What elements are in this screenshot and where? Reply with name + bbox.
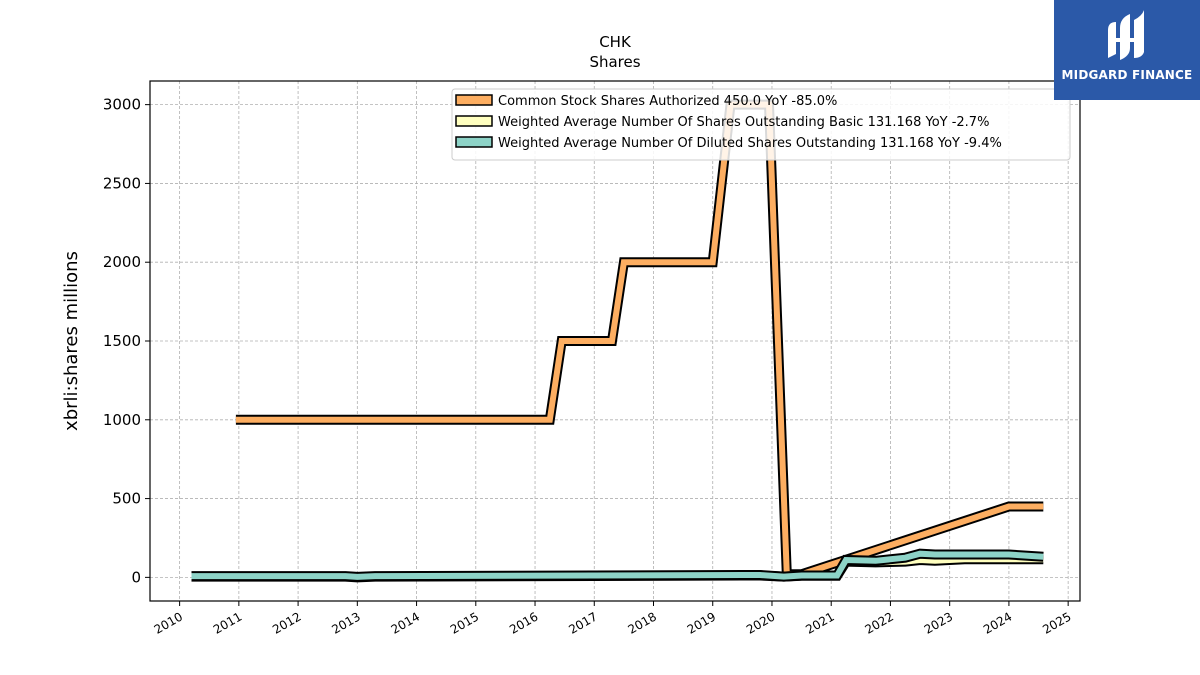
x-tick-label: 2023 (922, 609, 955, 636)
legend-label: Weighted Average Number Of Diluted Share… (498, 136, 1002, 151)
y-tick-label: 0 (131, 568, 141, 586)
logo-text: MIDGARD FINANCE (1061, 68, 1193, 82)
series-layer (191, 99, 1044, 583)
chart-title: CHK (599, 33, 632, 51)
y-tick-label: 500 (112, 490, 141, 508)
chart-subtitle: Shares (589, 53, 640, 71)
x-axis: 2010 2011 2012 2013 2014 2015 2016 2017 2018 2019… (152, 601, 1074, 637)
series-2-line (191, 550, 1044, 580)
y-axis: 0 500 1000 1500 2000 2500 3000 (103, 96, 150, 586)
x-tick-label: 2016 (507, 609, 540, 636)
x-tick-label: 2024 (981, 609, 1014, 636)
series-0-line (235, 101, 1044, 578)
legend: Common Stock Shares Authorized 450.0 YoY… (451, 88, 1071, 161)
y-tick-label: 2500 (103, 174, 141, 192)
x-tick-label: 2013 (329, 609, 362, 636)
x-tick-label: 2020 (744, 609, 777, 636)
legend-swatch (455, 94, 493, 106)
x-tick-label: 2012 (270, 609, 303, 636)
midgard-finance-logo: MIDGARD FINANCE (1054, 0, 1200, 100)
y-tick-label: 1000 (103, 411, 141, 429)
y-axis-label: xbrli:shares millions (61, 251, 82, 431)
legend-label: Common Stock Shares Authorized 450.0 YoY… (498, 94, 837, 109)
legend-label: Weighted Average Number Of Shares Outsta… (498, 115, 989, 130)
x-tick-label: 2017 (566, 609, 599, 636)
legend-swatch (455, 115, 493, 127)
x-tick-label: 2015 (448, 609, 481, 636)
midgard-logo-icon (1108, 10, 1144, 60)
y-tick-label: 1500 (103, 332, 141, 350)
x-tick-label: 2018 (626, 609, 659, 636)
y-tick-label: 3000 (103, 96, 141, 114)
x-tick-label: 2022 (862, 609, 895, 636)
x-tick-label: 2011 (211, 609, 244, 636)
y-tick-label: 2000 (103, 253, 141, 271)
x-tick-label: 2019 (685, 609, 718, 636)
x-tick-label: 2025 (1040, 609, 1073, 636)
x-tick-label: 2010 (152, 609, 185, 636)
legend-swatch (455, 136, 493, 148)
legend-box (451, 88, 1071, 161)
x-tick-label: 2021 (803, 609, 836, 636)
x-tick-label: 2014 (389, 609, 422, 636)
